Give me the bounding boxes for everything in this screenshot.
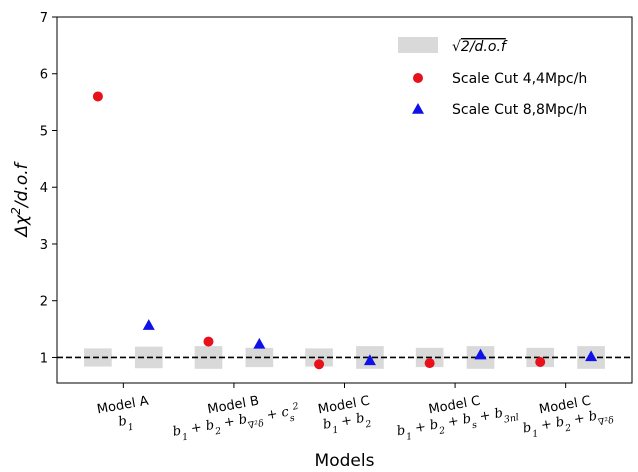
circle-point <box>424 358 435 369</box>
x-tick-model-terms: b1 + b2 + bs + b3nl <box>396 403 520 443</box>
y-tick-label: 2 <box>40 295 48 310</box>
x-axis: Model Ab1 Model Bb1 + b2 + b∇²δ + cs2 Mode… <box>96 383 615 444</box>
triangle-point <box>253 337 266 349</box>
legend-label: Scale Cut 8,8Mpc/h <box>452 102 587 118</box>
y-tick-label: 5 <box>40 124 48 139</box>
x-tick-model-terms: b1 + b2 + b∇²δ <box>522 406 615 441</box>
legend-circle-marker <box>413 73 423 83</box>
data-points <box>92 91 598 370</box>
circle-point <box>535 357 546 368</box>
y-tick-label: 6 <box>40 68 48 83</box>
circle-point <box>92 91 103 102</box>
legend-band-swatch <box>398 37 438 53</box>
uncertainty-band <box>194 346 223 369</box>
legend-label-band: √2/d.o.f <box>452 39 508 55</box>
x-tick-label: Model Cb1 + b2 + b∇²δ <box>522 394 615 441</box>
y-tick-label: 7 <box>40 11 48 26</box>
x-axis-title: Models <box>315 451 375 471</box>
y-tick-label: 3 <box>40 238 48 253</box>
triangle-point <box>474 348 487 360</box>
triangle-point <box>142 319 155 330</box>
y-tick-label: 4 <box>40 181 48 196</box>
legend-label: Scale Cut 4,4Mpc/h <box>452 71 587 87</box>
y-tick-label: 1 <box>40 351 48 366</box>
triangle-point <box>363 354 376 366</box>
y-axis: 1 2 3 4 5 6 7 <box>40 11 57 366</box>
circle-point <box>203 336 214 347</box>
legend-triangle-marker <box>412 103 424 114</box>
x-tick-model-terms: b1 + b2 + b∇²δ + cs2 <box>171 400 301 444</box>
triangle-point <box>585 350 598 362</box>
circle-point <box>314 359 325 370</box>
x-tick-label: Model Cb1 + b2 + bs + b3nl <box>396 394 520 443</box>
x-tick-model-terms: b1 <box>117 413 134 435</box>
y-axis-title: Δχ2/d.o.f <box>9 160 32 238</box>
x-tick-label: Model Bb1 + b2 + b∇²δ + cs2 <box>171 394 301 444</box>
x-tick-label: Model Cb1 + b2 <box>317 394 372 437</box>
legend: √2/d.o.f Scale Cut 4,4Mpc/h Scale Cut 8,8M… <box>398 37 587 118</box>
x-tick-label: Model Ab1 <box>96 394 150 435</box>
x-tick-model-terms: b1 + b2 <box>322 410 372 437</box>
